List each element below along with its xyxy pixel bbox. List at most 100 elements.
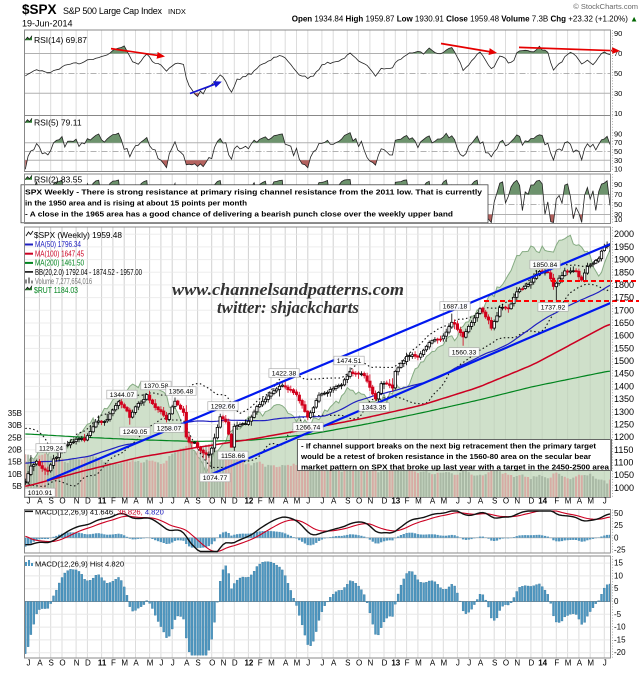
svg-text:5: 5 <box>614 584 619 593</box>
svg-text:-15: -15 <box>614 635 626 644</box>
svg-text:twitter: shjackcharts: twitter: shjackcharts <box>217 298 359 317</box>
svg-text:1249.05: 1249.05 <box>123 429 148 436</box>
svg-text:A: A <box>577 659 583 668</box>
svg-text:M: M <box>147 659 154 668</box>
svg-text:A: A <box>283 659 289 668</box>
svg-text:D: D <box>529 659 535 668</box>
svg-text:1266.74: 1266.74 <box>296 425 321 432</box>
svg-text:1500: 1500 <box>614 356 634 366</box>
svg-text:1700: 1700 <box>614 305 634 315</box>
svg-text:D: D <box>232 497 238 506</box>
svg-text:O: O <box>356 497 362 506</box>
svg-text:70: 70 <box>614 138 622 147</box>
svg-text:14: 14 <box>538 659 547 668</box>
svg-text:N: N <box>74 497 80 506</box>
svg-text:F: F <box>258 659 263 668</box>
svg-text:1050: 1050 <box>614 470 634 480</box>
svg-text:F: F <box>405 659 410 668</box>
svg-text:15: 15 <box>614 559 623 568</box>
svg-text:M: M <box>565 659 572 668</box>
svg-text:RSI(2) 83.55: RSI(2) 83.55 <box>34 175 82 185</box>
svg-text:S: S <box>345 659 350 668</box>
svg-text:A: A <box>331 659 337 668</box>
svg-text:O: O <box>503 659 509 668</box>
svg-text:J: J <box>159 659 163 668</box>
svg-text:-10: -10 <box>614 623 626 632</box>
svg-text:in the 1950 area and is rising: in the 1950 area and is rising at about … <box>25 199 247 208</box>
svg-text:J: J <box>171 497 175 506</box>
svg-text:11: 11 <box>98 497 107 506</box>
svg-text:A: A <box>331 497 337 506</box>
svg-text:www.channelsandpatterns.com: www.channelsandpatterns.com <box>172 280 404 299</box>
svg-text:1250: 1250 <box>614 420 634 430</box>
svg-text:10: 10 <box>614 165 622 174</box>
svg-text:12: 12 <box>244 659 253 668</box>
svg-text:10: 10 <box>614 215 622 224</box>
svg-text:10: 10 <box>614 109 622 118</box>
svg-text:13: 13 <box>391 659 400 668</box>
svg-text:would be a retest of broken re: would be a retest of broken resistance i… <box>300 452 591 461</box>
svg-text:1600: 1600 <box>614 331 634 341</box>
svg-text:M: M <box>121 659 128 668</box>
svg-text:F: F <box>111 659 116 668</box>
svg-text:N: N <box>514 659 520 668</box>
svg-text:- If channel support breaks on: - If channel support breaks on the next … <box>301 442 596 451</box>
svg-text:A: A <box>283 497 289 506</box>
svg-text:$SPX (Weekly) 1959.48: $SPX (Weekly) 1959.48 <box>34 230 122 240</box>
svg-text:1150: 1150 <box>614 445 633 455</box>
svg-text:N: N <box>221 659 227 668</box>
svg-text:1560.33: 1560.33 <box>452 350 477 357</box>
svg-text:RSI(5) 79.11: RSI(5) 79.11 <box>34 118 82 128</box>
svg-text:1200: 1200 <box>614 432 634 442</box>
svg-text:A: A <box>133 497 139 506</box>
svg-text:O: O <box>356 659 362 668</box>
svg-text:1129.24: 1129.24 <box>39 446 63 453</box>
svg-text:A: A <box>184 497 190 506</box>
svg-text:1370.58: 1370.58 <box>144 383 169 390</box>
svg-text:D: D <box>85 497 91 506</box>
svg-text:30: 30 <box>614 156 622 165</box>
svg-text:MA(100) 1647.45: MA(100) 1647.45 <box>35 249 84 258</box>
svg-text:1422.38: 1422.38 <box>272 371 297 378</box>
svg-text:J: J <box>603 659 607 668</box>
svg-text:$SPX: $SPX <box>22 2 57 17</box>
svg-text:M: M <box>147 497 154 506</box>
svg-text:50: 50 <box>614 509 623 518</box>
svg-text:D: D <box>85 659 91 668</box>
svg-text:- A close in the 1965 area has: - A close in the 1965 area has a good ch… <box>25 210 453 219</box>
svg-text:A: A <box>430 659 436 668</box>
svg-text:S: S <box>49 659 54 668</box>
svg-text:M: M <box>415 659 422 668</box>
svg-text:M: M <box>268 659 275 668</box>
svg-text:A: A <box>37 659 43 668</box>
svg-text:A: A <box>478 659 484 668</box>
svg-text:M: M <box>440 659 447 668</box>
svg-text:S: S <box>492 659 497 668</box>
svg-text:1400: 1400 <box>614 381 634 391</box>
svg-text:J: J <box>467 659 471 668</box>
svg-text:10: 10 <box>614 571 623 580</box>
svg-text:1950: 1950 <box>614 242 634 252</box>
svg-text:N: N <box>368 497 374 506</box>
svg-text:INDX: INDX <box>168 7 186 16</box>
svg-text:$RUT 1184.03: $RUT 1184.03 <box>34 286 78 295</box>
svg-text:J: J <box>603 497 607 506</box>
svg-text:O: O <box>209 659 215 668</box>
svg-text:12: 12 <box>244 497 253 506</box>
svg-text:F: F <box>111 497 116 506</box>
svg-text:25B: 25B <box>8 433 22 442</box>
svg-text:1900: 1900 <box>614 255 634 265</box>
svg-text:13: 13 <box>391 497 400 506</box>
svg-text:J: J <box>159 497 163 506</box>
svg-text:1650: 1650 <box>614 318 634 328</box>
svg-text:-5: -5 <box>614 610 622 619</box>
svg-text:O: O <box>59 497 65 506</box>
svg-text:J: J <box>320 497 324 506</box>
svg-text:1850.84: 1850.84 <box>533 262 558 269</box>
svg-text:S: S <box>492 497 497 506</box>
svg-text:1158.66: 1158.66 <box>221 453 245 460</box>
svg-text:MA(50) 1796.34: MA(50) 1796.34 <box>35 240 81 249</box>
svg-text:M: M <box>440 497 447 506</box>
svg-text:1737.92: 1737.92 <box>541 305 566 312</box>
svg-text:Open 1934.84 High 1959.87 Low: Open 1934.84 High 1959.87 Low 1930.91 Cl… <box>292 15 638 24</box>
